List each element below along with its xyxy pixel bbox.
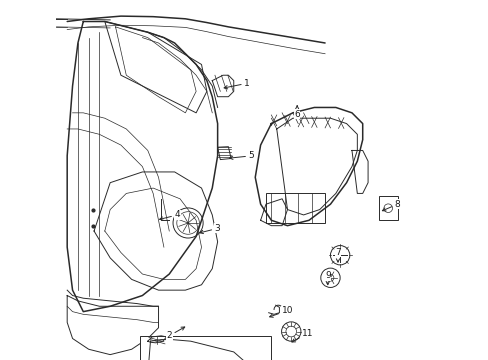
Text: 9: 9 (324, 271, 330, 285)
Text: 8: 8 (382, 200, 400, 211)
Text: 1: 1 (224, 79, 249, 89)
Text: 5: 5 (229, 151, 254, 160)
Text: 4: 4 (159, 211, 180, 220)
Text: 11: 11 (291, 329, 313, 342)
Text: 7: 7 (334, 248, 340, 262)
Text: 10: 10 (269, 306, 293, 317)
Text: 6: 6 (294, 106, 300, 119)
Text: 3: 3 (200, 224, 220, 234)
Bar (378, 196, 397, 220)
Text: 2: 2 (166, 327, 184, 340)
Bar (265, 193, 325, 223)
Bar (140, 336, 271, 360)
